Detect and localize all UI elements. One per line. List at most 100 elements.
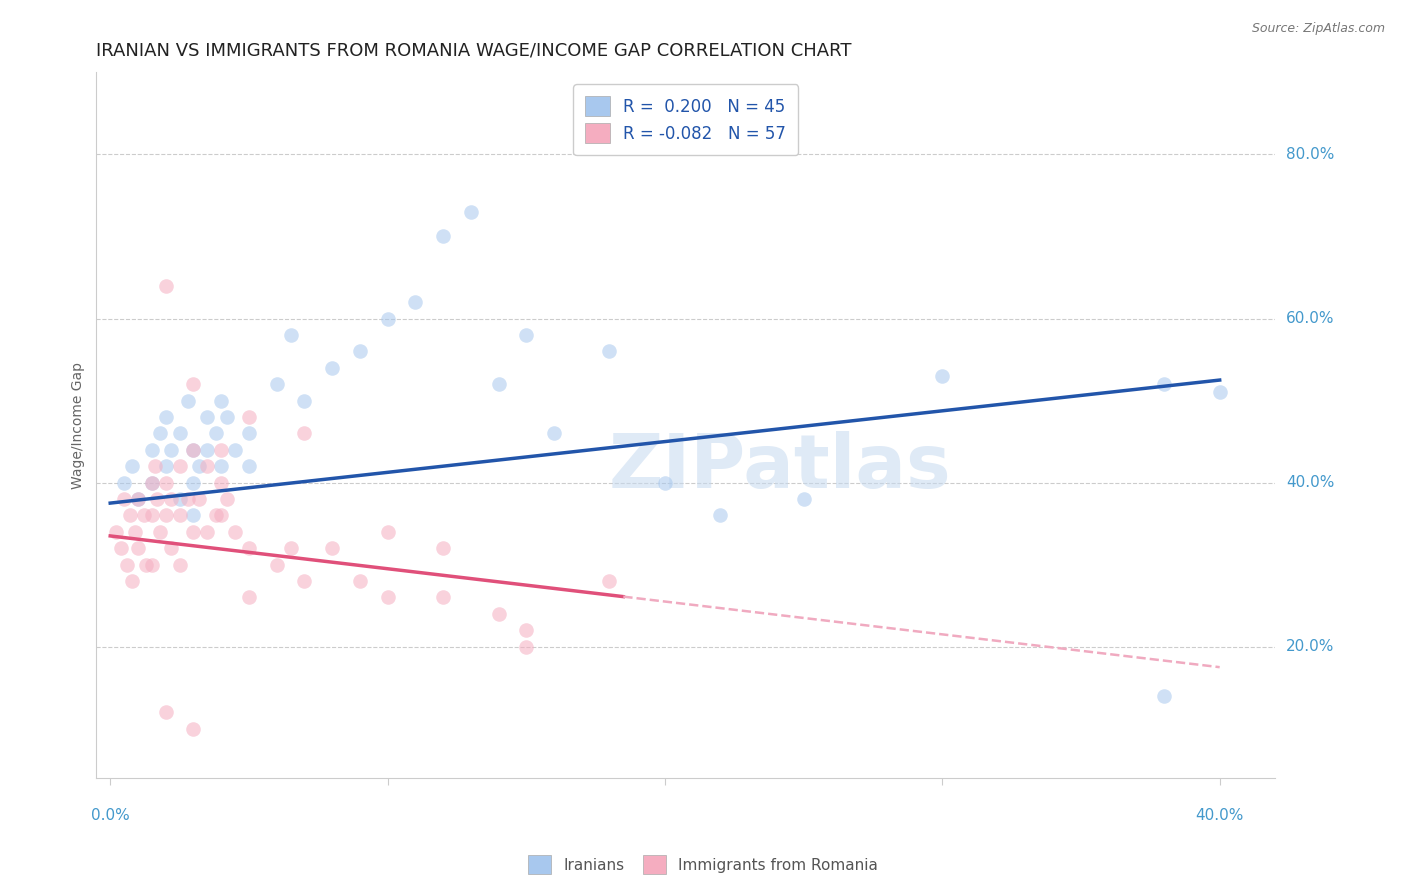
Point: [183, 475, 205, 490]
Point: [209, 393, 232, 408]
Point: [127, 491, 149, 506]
Point: [321, 541, 343, 556]
Point: [135, 558, 157, 572]
Point: [224, 442, 246, 457]
Point: [404, 295, 426, 310]
Point: [654, 475, 676, 490]
Point: [238, 426, 260, 441]
Point: [195, 442, 218, 457]
Text: Source: ZipAtlas.com: Source: ZipAtlas.com: [1251, 22, 1385, 36]
Point: [224, 524, 246, 539]
Point: [188, 459, 211, 474]
Point: [280, 327, 302, 342]
Point: [112, 475, 135, 490]
Point: [188, 491, 211, 506]
Point: [155, 508, 177, 523]
Point: [515, 640, 537, 654]
Point: [195, 409, 218, 424]
Point: [204, 426, 226, 441]
Point: [112, 491, 135, 506]
Point: [1153, 689, 1175, 703]
Point: [183, 722, 205, 736]
Point: [183, 377, 205, 392]
Point: [238, 409, 260, 424]
Point: [515, 624, 537, 638]
Point: [183, 508, 205, 523]
Point: [432, 541, 454, 556]
Point: [121, 574, 143, 588]
Point: [266, 558, 288, 572]
Point: [141, 475, 163, 490]
Point: [155, 459, 177, 474]
Point: [141, 558, 163, 572]
Point: [115, 558, 138, 572]
Point: [292, 426, 315, 441]
Point: [177, 491, 200, 506]
Point: [432, 229, 454, 244]
Point: [292, 574, 315, 588]
Point: [149, 524, 172, 539]
Point: [349, 344, 371, 359]
Point: [183, 442, 205, 457]
Point: [104, 524, 127, 539]
Text: 40.0%: 40.0%: [1195, 808, 1244, 823]
Point: [238, 591, 260, 605]
Point: [124, 524, 146, 539]
Point: [598, 574, 620, 588]
Text: 0.0%: 0.0%: [91, 808, 129, 823]
Point: [488, 377, 510, 392]
Legend: R =  0.200   N = 45, R = -0.082   N = 57: R = 0.200 N = 45, R = -0.082 N = 57: [574, 84, 799, 155]
Point: [515, 327, 537, 342]
Point: [127, 491, 149, 506]
Point: [141, 442, 163, 457]
Point: [292, 393, 315, 408]
Point: [169, 508, 191, 523]
Point: [377, 591, 399, 605]
Point: [1208, 385, 1230, 400]
Point: [121, 459, 143, 474]
Point: [793, 491, 815, 506]
Point: [377, 524, 399, 539]
Point: [238, 459, 260, 474]
Point: [209, 475, 232, 490]
Point: [118, 508, 141, 523]
Y-axis label: Wage/Income Gap: Wage/Income Gap: [72, 361, 86, 489]
Legend: Iranians, Immigrants from Romania: Iranians, Immigrants from Romania: [522, 849, 884, 880]
Point: [183, 524, 205, 539]
Point: [149, 426, 172, 441]
Point: [266, 377, 288, 392]
Point: [127, 541, 149, 556]
Point: [209, 442, 232, 457]
Point: [209, 508, 232, 523]
Point: [321, 360, 343, 375]
Text: 20.0%: 20.0%: [1286, 640, 1334, 654]
Point: [931, 368, 953, 383]
Point: [155, 409, 177, 424]
Point: [183, 442, 205, 457]
Point: [209, 459, 232, 474]
Point: [215, 409, 238, 424]
Point: [143, 459, 166, 474]
Point: [195, 524, 218, 539]
Text: 60.0%: 60.0%: [1286, 311, 1334, 326]
Point: [238, 541, 260, 556]
Point: [141, 508, 163, 523]
Text: ZIPatlas: ZIPatlas: [609, 431, 952, 504]
Point: [110, 541, 132, 556]
Point: [169, 491, 191, 506]
Point: [160, 541, 183, 556]
Point: [177, 393, 200, 408]
Point: [349, 574, 371, 588]
Point: [280, 541, 302, 556]
Point: [169, 426, 191, 441]
Point: [432, 591, 454, 605]
Point: [377, 311, 399, 326]
Point: [155, 475, 177, 490]
Point: [460, 205, 482, 219]
Point: [146, 491, 169, 506]
Point: [169, 558, 191, 572]
Text: IRANIAN VS IMMIGRANTS FROM ROMANIA WAGE/INCOME GAP CORRELATION CHART: IRANIAN VS IMMIGRANTS FROM ROMANIA WAGE/…: [97, 42, 852, 60]
Point: [195, 459, 218, 474]
Text: 80.0%: 80.0%: [1286, 147, 1334, 162]
Point: [132, 508, 155, 523]
